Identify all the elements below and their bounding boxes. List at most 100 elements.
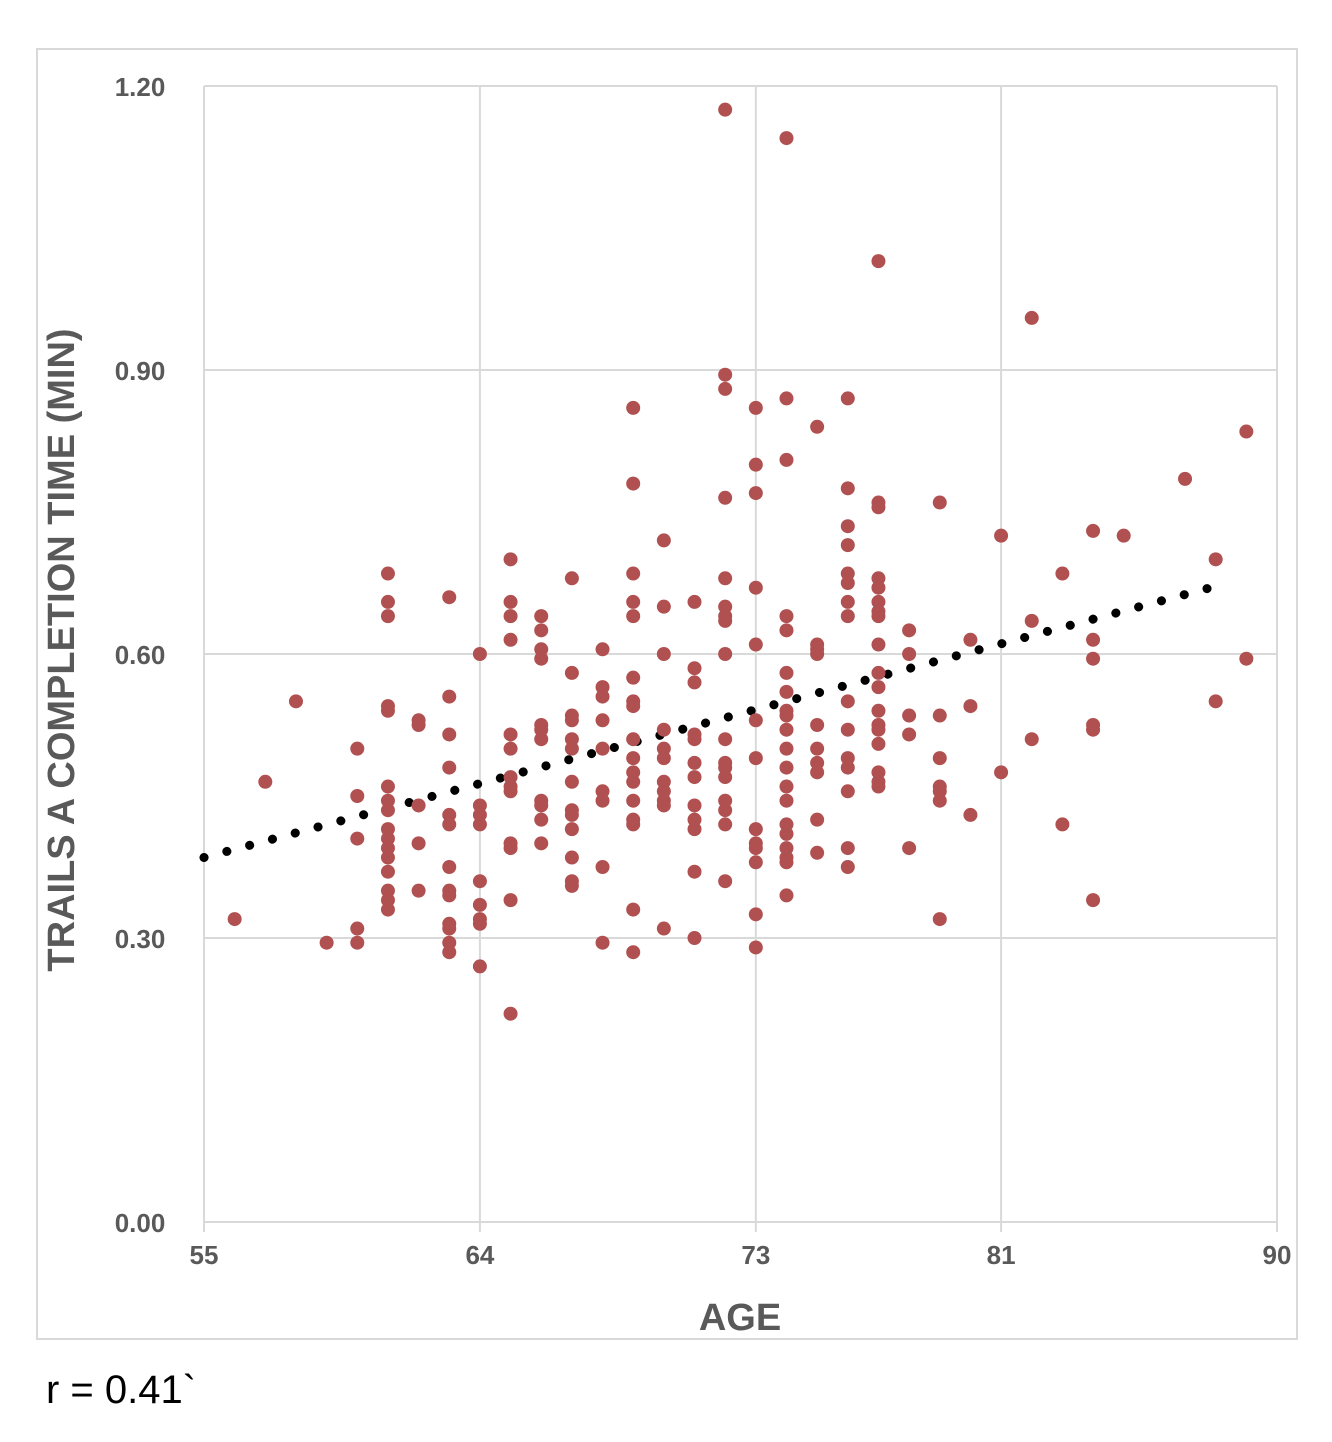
data-point [626, 751, 641, 766]
data-point [503, 727, 518, 742]
data-point [718, 613, 733, 628]
data-point [840, 860, 855, 874]
data-point [626, 732, 641, 747]
x-tick-label: 64 [465, 1240, 494, 1270]
data-point [411, 883, 426, 898]
data-point [1055, 817, 1070, 832]
data-point [656, 599, 671, 614]
data-point [626, 793, 641, 808]
correlation-annotation: r = 0.41` [46, 1368, 197, 1412]
data-point [840, 694, 855, 709]
data-point [840, 391, 855, 406]
data-point [1055, 566, 1070, 581]
data-point [564, 822, 579, 837]
x-tick-label: 90 [1263, 1240, 1292, 1270]
data-point [779, 623, 794, 638]
data-point [1208, 694, 1223, 709]
data-point [1086, 632, 1101, 647]
data-point [902, 708, 917, 723]
data-point [687, 732, 702, 747]
data-point [779, 609, 794, 624]
data-point [595, 741, 610, 756]
data-point [626, 594, 641, 609]
y-tick-label: 1.20 [115, 72, 166, 102]
data-point [442, 888, 457, 903]
data-point [810, 812, 825, 827]
data-point [534, 732, 549, 747]
data-point [442, 921, 457, 936]
data-point [564, 571, 579, 586]
data-point [810, 845, 825, 860]
data-point [656, 921, 671, 936]
data-point [871, 637, 886, 652]
data-point [656, 533, 671, 548]
data-point [626, 817, 641, 832]
data-point [656, 647, 671, 661]
data-point [411, 798, 426, 813]
data-point [810, 765, 825, 780]
data-point [840, 609, 855, 624]
data-point [779, 741, 794, 756]
data-point [779, 888, 794, 903]
data-point [840, 760, 855, 775]
data-point [779, 722, 794, 737]
data-point [718, 490, 733, 505]
data-point [564, 878, 579, 893]
data-point [442, 590, 457, 605]
data-point [656, 751, 671, 766]
data-point [472, 817, 487, 832]
data-point [380, 703, 395, 718]
data-point [687, 931, 702, 945]
data-point [687, 661, 702, 676]
data-point [626, 670, 641, 685]
data-point [503, 1006, 518, 1021]
data-point [442, 689, 457, 704]
data-point [840, 576, 855, 590]
data-point [810, 647, 825, 661]
data-point [442, 817, 457, 832]
data-point [380, 779, 395, 794]
data-point [779, 131, 794, 146]
data-point [656, 798, 671, 813]
data-point [472, 874, 487, 889]
data-point [626, 902, 641, 917]
data-point [1239, 424, 1254, 439]
data-point [687, 822, 702, 837]
data-point [748, 940, 763, 955]
data-point [840, 722, 855, 737]
data-point [503, 741, 518, 756]
data-point [902, 647, 917, 661]
y-tick-label: 0.30 [115, 924, 166, 954]
data-point [626, 699, 641, 714]
data-point [994, 765, 1009, 780]
data-point [534, 812, 549, 827]
data-point [1024, 613, 1039, 628]
data-point [626, 774, 641, 789]
data-point [748, 841, 763, 856]
data-point [718, 102, 733, 117]
data-point [963, 807, 978, 822]
data-point [779, 684, 794, 699]
data-point [227, 912, 242, 927]
data-point [595, 713, 610, 728]
data-point [564, 665, 579, 680]
data-point [595, 642, 610, 657]
x-tick-label: 81 [987, 1240, 1016, 1270]
data-point [840, 594, 855, 609]
data-point [748, 822, 763, 837]
data-point [871, 722, 886, 737]
data-point [871, 779, 886, 794]
x-axis-title: AGE [699, 1297, 781, 1339]
data-point [932, 793, 947, 808]
data-point [840, 481, 855, 496]
data-point [503, 594, 518, 609]
data-point [718, 571, 733, 586]
data-point [994, 528, 1009, 543]
data-point [810, 419, 825, 434]
data-point [350, 741, 365, 756]
data-point [503, 552, 518, 567]
data-point [779, 708, 794, 723]
data-point [472, 916, 487, 931]
data-point [932, 708, 947, 723]
y-tick-label: 0.00 [115, 1208, 166, 1238]
